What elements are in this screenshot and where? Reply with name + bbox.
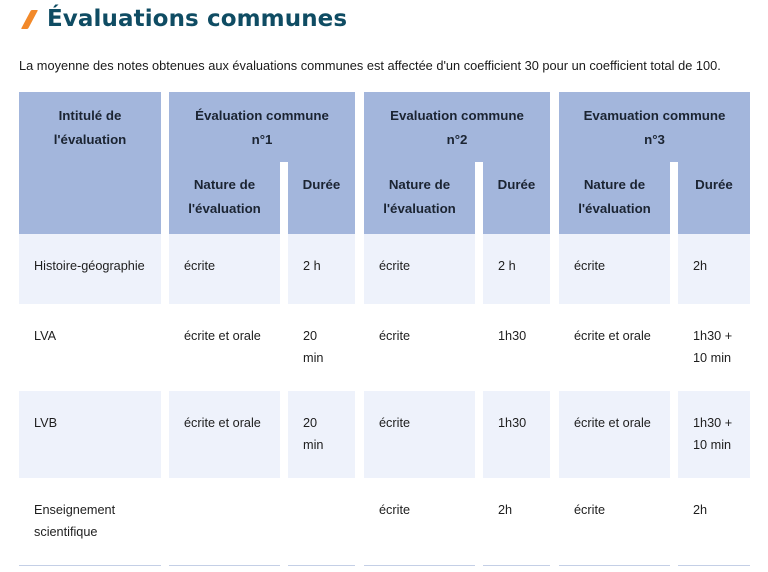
duree-header-label: Durée xyxy=(497,177,536,192)
group-header-1-line: Évaluation commune xyxy=(195,108,329,123)
duree-header: Durée xyxy=(288,162,355,234)
row-divider xyxy=(483,565,550,566)
subject-cell: LVA xyxy=(19,304,161,391)
duree-cell xyxy=(288,478,355,565)
nature-header-line: l'évaluation xyxy=(578,201,651,216)
duree-cell: 1h30 + 10 min xyxy=(678,391,750,478)
duree-cell-line: 20 xyxy=(303,416,318,430)
duree-header-label: Durée xyxy=(302,177,341,192)
duree-cell: 20 min xyxy=(288,304,355,391)
subject-cell: Enseignement scientifique xyxy=(19,478,161,565)
nature-header-line: l'évaluation xyxy=(383,201,456,216)
duree-cell-line: 10 min xyxy=(693,438,732,452)
duree-cell: 2 h xyxy=(288,234,355,304)
nature-header-line: Nature de xyxy=(583,177,646,192)
nature-cell-line: écrite xyxy=(379,329,411,343)
group-header-3-line: n°3 xyxy=(644,132,665,147)
duree-cell: 1h30 xyxy=(483,391,550,478)
nature-header-line: Nature de xyxy=(193,177,256,192)
nature-cell: écrite xyxy=(169,234,280,304)
row-divider xyxy=(559,565,670,566)
duree-cell-line: 2 h xyxy=(303,259,321,273)
nature-cell-line: écrite et orale xyxy=(184,329,261,343)
nature-cell: écrite xyxy=(559,478,670,565)
duree-cell-line: 2h xyxy=(498,503,513,517)
nature-header: Nature de l'évaluation xyxy=(169,162,280,234)
nature-cell-line: écrite xyxy=(379,259,411,273)
subject-cell-line: LVB xyxy=(34,416,58,430)
nature-header: Nature de l'évaluation xyxy=(364,162,475,234)
nature-cell: écrite xyxy=(559,234,670,304)
duree-cell-line: 1h30 + xyxy=(693,329,733,343)
nature-cell-line: écrite xyxy=(379,416,411,430)
subject-cell-line: Histoire-géographie xyxy=(34,259,145,273)
group-header-1-line: n°1 xyxy=(251,132,273,147)
duree-cell-line: 20 xyxy=(303,329,318,343)
group-header-1: Évaluation commune n°1 xyxy=(169,92,355,162)
group-header-3-line: Evamuation commune xyxy=(583,108,726,123)
duree-cell-line: 2h xyxy=(693,259,708,273)
intro-text: La moyenne des notes obtenues aux évalua… xyxy=(19,58,721,73)
duree-header-label: Durée xyxy=(695,177,733,192)
subject-column-header-line: Intitulé de xyxy=(58,108,122,123)
nature-cell-line: écrite et orale xyxy=(574,416,651,430)
nature-cell-line: écrite et orale xyxy=(574,329,651,343)
nature-cell-line: écrite et orale xyxy=(184,416,261,430)
duree-cell-line: min xyxy=(303,351,324,365)
duree-cell: 2 h xyxy=(483,234,550,304)
nature-header: Nature de l'évaluation xyxy=(559,162,670,234)
subject-cell-line: Enseignement xyxy=(34,503,116,517)
subject-column-header: Intitulé de l'évaluation xyxy=(19,92,161,234)
page-title: Évaluations communes xyxy=(47,6,348,32)
nature-cell-line: écrite xyxy=(574,503,606,517)
section-heading: Évaluations communes xyxy=(20,2,347,36)
nature-header-line: Nature de xyxy=(388,177,451,192)
nature-header-line: l'évaluation xyxy=(188,201,261,216)
duree-header: Durée xyxy=(483,162,550,234)
duree-cell: 2h xyxy=(483,478,550,565)
subject-cell-line: LVA xyxy=(34,329,57,343)
subject-cell-line: scientifique xyxy=(34,525,98,539)
nature-cell: écrite xyxy=(364,234,475,304)
nature-cell-line: écrite xyxy=(379,503,411,517)
nature-cell: écrite et orale xyxy=(559,304,670,391)
nature-cell: écrite et orale xyxy=(169,391,280,478)
row-divider xyxy=(678,565,750,566)
nature-cell: écrite xyxy=(364,391,475,478)
nature-cell: écrite et orale xyxy=(559,391,670,478)
duree-cell: 2h xyxy=(678,478,750,565)
nature-cell-line: écrite xyxy=(574,259,606,273)
duree-cell: 2h xyxy=(678,234,750,304)
duree-cell-line: 2 h xyxy=(498,259,516,273)
nature-cell-line: écrite xyxy=(184,259,216,273)
group-header-2-line: Evaluation commune xyxy=(390,108,524,123)
duree-cell: 20 min xyxy=(288,391,355,478)
duree-cell-line: 1h30 + xyxy=(693,416,733,430)
nature-cell: écrite xyxy=(364,478,475,565)
row-divider xyxy=(169,565,280,566)
duree-cell-line: 2h xyxy=(693,503,708,517)
row-divider xyxy=(19,565,161,566)
duree-cell: 1h30 xyxy=(483,304,550,391)
row-divider xyxy=(288,565,355,566)
subject-cell: Histoire-géographie xyxy=(19,234,161,304)
duree-cell-line: 1h30 xyxy=(498,329,527,343)
subject-column-header-line: l'évaluation xyxy=(53,132,127,147)
nature-cell xyxy=(169,478,280,565)
group-header-3: Evamuation commune n°3 xyxy=(559,92,750,162)
row-divider xyxy=(364,565,475,566)
duree-cell: 1h30 + 10 min xyxy=(678,304,750,391)
duree-cell-line: 10 min xyxy=(693,351,732,365)
group-header-2-line: n°2 xyxy=(446,132,468,147)
group-header-2: Evaluation commune n°2 xyxy=(364,92,550,162)
nature-cell: écrite xyxy=(364,304,475,391)
subject-cell: LVB xyxy=(19,391,161,478)
duree-cell-line: min xyxy=(303,438,324,452)
duree-header: Durée xyxy=(678,162,750,234)
duree-cell-line: 1h30 xyxy=(498,416,527,430)
slash-accent-icon xyxy=(20,9,39,29)
nature-cell: écrite et orale xyxy=(169,304,280,391)
